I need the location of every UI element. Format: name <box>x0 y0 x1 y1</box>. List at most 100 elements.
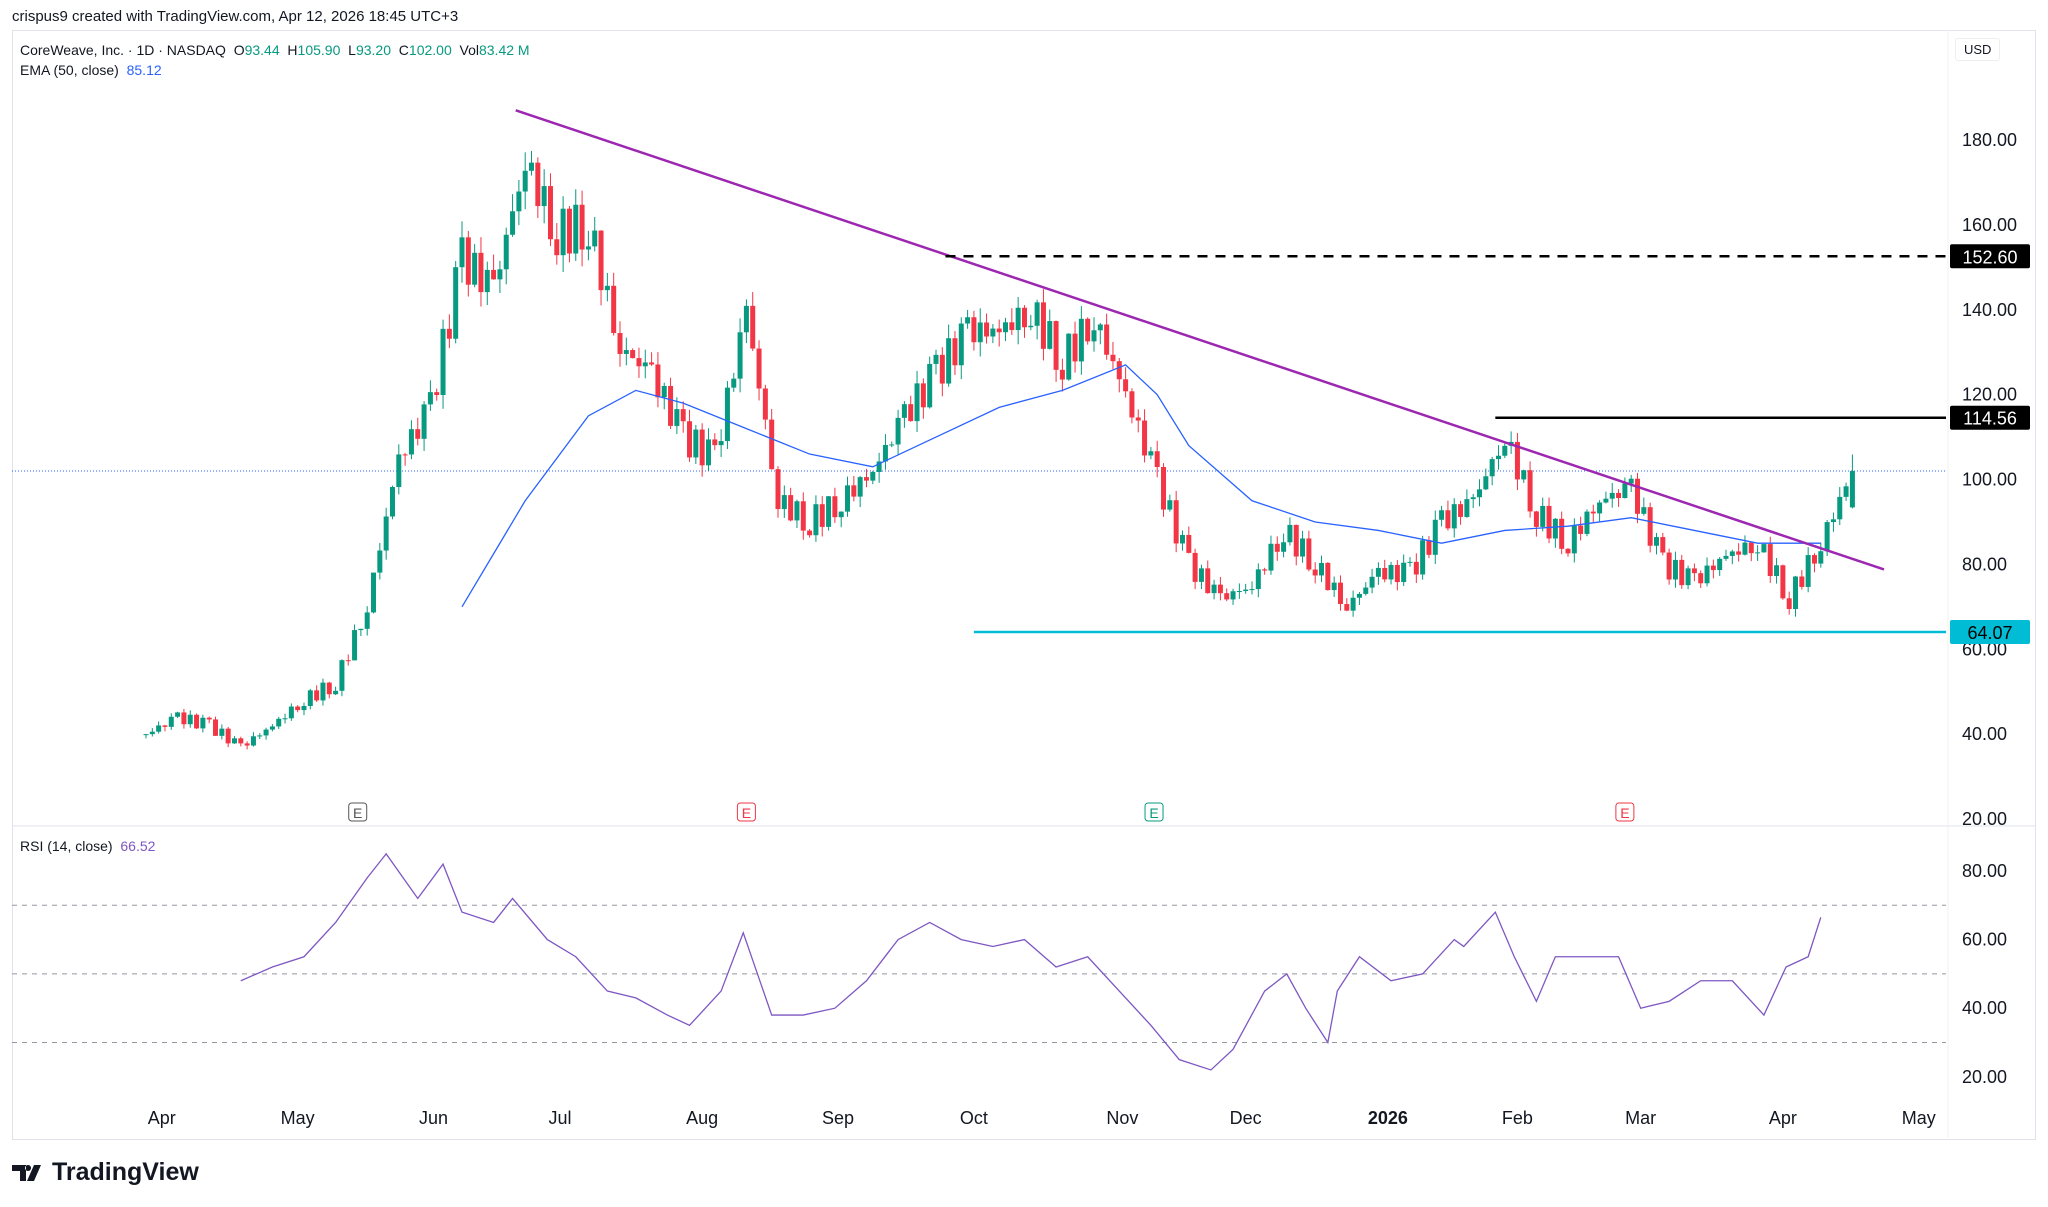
candle-body <box>1420 540 1426 575</box>
candle-body <box>1116 361 1122 380</box>
candle-body <box>1811 555 1817 564</box>
candle-body <box>1363 587 1369 594</box>
candle-body <box>680 409 686 422</box>
candle-body <box>1337 582 1343 605</box>
level-label: 64.07 <box>1967 623 2012 643</box>
candle-body <box>427 392 433 405</box>
candle-body <box>731 378 737 388</box>
candle-body <box>269 726 275 730</box>
candle-body <box>668 385 674 426</box>
candle-body <box>977 322 983 343</box>
rsi-label[interactable]: RSI (14, close) <box>20 838 113 854</box>
candle-body <box>1300 538 1306 557</box>
level-badge <box>1950 405 2030 430</box>
candle-body <box>364 612 370 629</box>
candle-body <box>1597 502 1603 514</box>
candle-body <box>920 383 926 408</box>
candle-body <box>516 191 522 212</box>
candle-body <box>1319 562 1325 576</box>
candle-body <box>156 725 162 732</box>
candle-body <box>459 237 465 268</box>
candle-body <box>1616 492 1622 499</box>
candle-body <box>206 717 212 720</box>
candle-body <box>168 716 174 727</box>
candle-body <box>1091 330 1097 342</box>
candle-body <box>1110 354 1116 362</box>
candle-body <box>965 317 971 324</box>
time-label: Sep <box>822 1108 854 1128</box>
currency-button[interactable]: USD <box>1955 38 2001 61</box>
candle-body <box>535 162 541 207</box>
candle-body <box>1059 369 1065 380</box>
earnings-marker <box>1144 802 1164 822</box>
candle-body <box>282 718 288 720</box>
candle-body <box>1072 333 1078 362</box>
candle-body <box>1066 333 1072 380</box>
candle-body <box>1704 565 1710 584</box>
candle-body <box>718 441 724 446</box>
candle-body <box>225 728 231 744</box>
candle-body <box>1401 562 1407 583</box>
candle-body <box>1274 543 1280 552</box>
candle-body <box>1350 597 1356 611</box>
candle-body <box>1205 568 1211 594</box>
candle-body <box>320 682 326 701</box>
symbol-name[interactable]: CoreWeave, Inc. · 1D · NASDAQ <box>20 42 226 58</box>
candle-body <box>927 363 933 408</box>
candle-body <box>1843 486 1849 497</box>
candle-body <box>1426 540 1432 555</box>
time-label: Jul <box>548 1108 571 1128</box>
candle-body <box>1691 568 1697 574</box>
candle-body <box>263 729 269 736</box>
candle-body <box>175 712 181 717</box>
candle-body <box>453 267 459 339</box>
time-label: Oct <box>960 1108 988 1128</box>
earnings-label: E <box>742 805 751 821</box>
candle-body <box>889 444 895 446</box>
time-label: Dec <box>1230 1108 1262 1128</box>
candle-body <box>1685 568 1691 586</box>
time-label: May <box>1902 1108 1936 1128</box>
candle-body <box>181 712 187 725</box>
candle-body <box>908 404 914 422</box>
rsi-value: 66.52 <box>120 838 156 854</box>
candle-body <box>465 237 471 285</box>
earnings-label: E <box>1149 805 1158 821</box>
candle-body <box>724 387 730 442</box>
candle-body <box>1609 492 1615 499</box>
candle-body <box>1767 544 1773 576</box>
candle-body <box>1262 569 1268 571</box>
candle-body <box>1742 542 1748 555</box>
candle-body <box>541 186 547 207</box>
candle-body <box>231 738 237 744</box>
candle-body <box>1097 324 1103 331</box>
candle-body <box>1021 307 1027 328</box>
candle-body <box>566 208 572 254</box>
level-label: 152.60 <box>1962 247 2017 267</box>
chart-frame <box>12 30 2036 1140</box>
time-label: Feb <box>1502 1108 1533 1128</box>
candle-body <box>876 461 882 472</box>
candle-body <box>952 338 958 366</box>
rsi-tick: 60.00 <box>1962 930 2007 950</box>
candle-body <box>333 690 339 695</box>
low-label: L <box>348 42 356 58</box>
candle-body <box>1104 324 1110 355</box>
candle-body <box>826 496 832 527</box>
candle-body <box>560 208 566 256</box>
candle-body <box>1464 499 1470 517</box>
candle-body <box>529 162 535 171</box>
candle-body <box>1009 322 1015 331</box>
candle-body <box>1394 564 1400 583</box>
candle-body <box>1477 489 1483 498</box>
candle-body <box>1774 565 1780 576</box>
candle-body <box>807 530 813 536</box>
candle-body <box>800 501 806 531</box>
candle-body <box>914 383 920 422</box>
candle-body <box>238 738 244 744</box>
ema-label[interactable]: EMA (50, close) <box>20 62 119 78</box>
tradingview-logo[interactable]: TradingView <box>12 1158 199 1187</box>
candle-body <box>1344 604 1350 611</box>
candle-body <box>642 362 648 367</box>
